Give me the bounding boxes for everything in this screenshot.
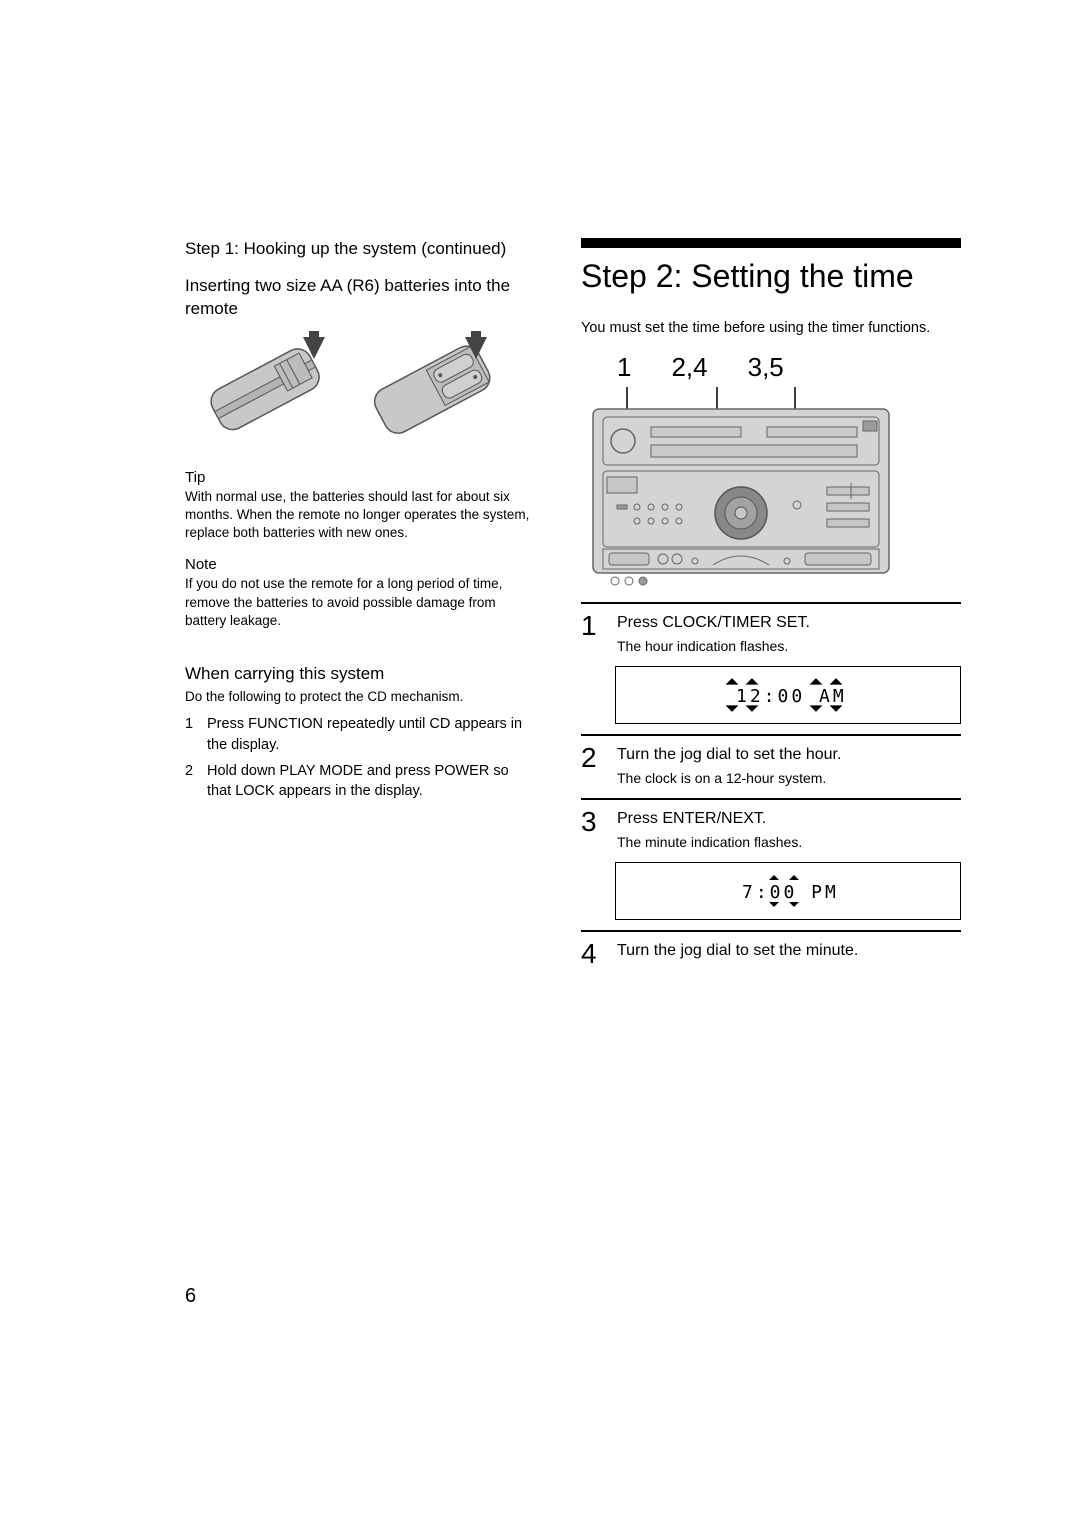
svg-text:12:00 AM: 12:00 AM — [736, 686, 847, 707]
list-number: 1 — [185, 714, 199, 755]
carrying-intro: Do the following to protect the CD mecha… — [185, 688, 533, 706]
instruction-step: 2 Turn the jog dial to set the hour. The… — [581, 734, 961, 788]
ref-label: 1 — [617, 352, 631, 383]
device-ref-labels: 1 2,4 3,5 — [581, 352, 961, 383]
step-number: 3 — [581, 808, 603, 852]
ref-label: 3,5 — [748, 352, 784, 383]
step-subtext: The hour indication flashes. — [617, 637, 961, 657]
carrying-step: 1 Press FUNCTION repeatedly until CD app… — [185, 714, 533, 755]
list-text: Hold down PLAY MODE and press POWER so t… — [207, 761, 533, 802]
step-text: Press ENTER/NEXT. — [617, 808, 961, 830]
instruction-step: 3 Press ENTER/NEXT. The minute indicatio… — [581, 798, 961, 920]
note-body: If you do not use the remote for a long … — [185, 575, 533, 630]
left-column: Step 1: Hooking up the system (continued… — [185, 238, 533, 968]
remote-closed-figure — [185, 331, 335, 451]
step2-title: Step 2: Setting the time — [581, 256, 961, 296]
tip-body: With normal use, the batteries should la… — [185, 488, 533, 543]
remote-illustrations — [185, 331, 533, 451]
manual-page: Step 1: Hooking up the system (continued… — [0, 0, 1080, 1528]
step-text: Press CLOCK/TIMER SET. — [617, 612, 961, 634]
ref-label: 2,4 — [671, 352, 707, 383]
lcd-display: 7:00 PM — [615, 862, 961, 920]
remote-open-figure — [353, 331, 503, 451]
page-number: 6 — [185, 1285, 196, 1308]
step-number: 4 — [581, 940, 603, 968]
step-text: Turn the jog dial to set the minute. — [617, 940, 961, 962]
instruction-step: 1 Press CLOCK/TIMER SET. The hour indica… — [581, 602, 961, 724]
note-heading: Note — [185, 556, 533, 573]
step-subtext: The clock is on a 12-hour system. — [617, 769, 961, 789]
two-column-layout: Step 1: Hooking up the system (continued… — [185, 238, 990, 968]
list-text: Press FUNCTION repeatedly until CD appea… — [207, 714, 533, 755]
step-number: 2 — [581, 744, 603, 788]
carrying-steps: 1 Press FUNCTION repeatedly until CD app… — [185, 714, 533, 801]
instruction-step: 4 Turn the jog dial to set the minute. — [581, 930, 961, 968]
stereo-device-figure — [581, 387, 901, 587]
carrying-step: 2 Hold down PLAY MODE and press POWER so… — [185, 761, 533, 802]
lcd-display: 12:00 AM — [615, 666, 961, 724]
svg-text:7:00 PM: 7:00 PM — [742, 882, 839, 903]
step-text: Turn the jog dial to set the hour. — [617, 744, 961, 766]
carrying-title: When carrying this system — [185, 664, 533, 684]
insert-batteries-title: Inserting two size AA (R6) batteries int… — [185, 275, 533, 321]
tip-heading: Tip — [185, 469, 533, 486]
step-number: 1 — [581, 612, 603, 656]
step1-title: Step 1: Hooking up the system (continued… — [185, 238, 533, 261]
title-bar — [581, 238, 961, 248]
list-number: 2 — [185, 761, 199, 802]
right-column: Step 2: Setting the time You must set th… — [581, 238, 961, 968]
step2-intro: You must set the time before using the t… — [581, 318, 961, 338]
step-subtext: The minute indication flashes. — [617, 833, 961, 853]
